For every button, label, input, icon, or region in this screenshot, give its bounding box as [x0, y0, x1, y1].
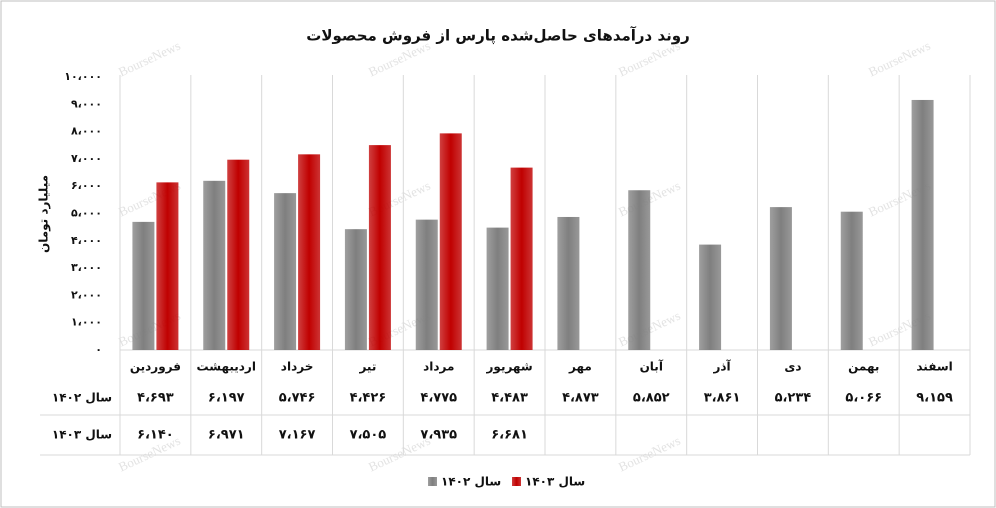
y-tick-label: ۶،۰۰۰: [71, 179, 102, 192]
table-value: ۵،۸۵۲: [633, 391, 670, 406]
table-value: ۵،۷۴۶: [279, 391, 316, 406]
legend-label: سال ۱۴۰۲: [441, 475, 501, 489]
bar: [203, 180, 226, 350]
bar: [911, 99, 934, 351]
legend-swatch: [512, 477, 521, 486]
y-tick-label: ۲،۰۰۰: [71, 288, 102, 301]
bar: [486, 227, 509, 350]
x-tick-label: آبان: [640, 359, 664, 374]
x-tick-label: آذر: [712, 359, 731, 374]
bar: [132, 221, 155, 350]
y-axis-label: میلیارد تومان: [37, 175, 52, 253]
table-value: ۴،۶۹۳: [137, 391, 174, 406]
table-value: ۶،۹۷۱: [208, 428, 245, 443]
legend-label: سال ۱۴۰۳: [525, 475, 585, 489]
x-tick-label: خرداد: [281, 360, 314, 374]
y-tick-label: ۱۰،۰۰۰: [64, 70, 102, 83]
y-tick-label: ۱،۰۰۰: [71, 316, 102, 329]
y-tick-label: ۵،۰۰۰: [71, 207, 102, 220]
table-value: ۵،۰۶۶: [845, 391, 882, 406]
legend-swatch: [428, 477, 437, 486]
bar: [274, 193, 297, 350]
table-value: ۹،۱۵۹: [916, 391, 953, 406]
bar: [769, 207, 792, 350]
table-value: ۶،۱۹۷: [208, 391, 245, 406]
table-value: ۴،۴۸۳: [491, 391, 528, 406]
x-tick-label: بهمن: [848, 360, 879, 374]
table-value: ۶،۱۴۰: [137, 428, 174, 443]
y-tick-label: ۰: [95, 343, 102, 356]
bar: [227, 159, 250, 350]
table-value: ۴،۷۷۵: [420, 391, 457, 406]
y-tick-label: ۴،۰۰۰: [71, 234, 102, 247]
bar: [439, 133, 462, 350]
x-tick-label: دی: [784, 360, 801, 374]
table-value: ۴،۴۲۶: [350, 391, 387, 406]
x-tick-label: شهریور: [486, 360, 533, 375]
table-value: ۷،۱۶۷: [279, 428, 316, 443]
table-value: ۴،۸۷۳: [562, 391, 599, 406]
y-tick-label: ۳،۰۰۰: [71, 261, 102, 274]
x-tick-label: اسفند: [916, 360, 952, 374]
table-row-label: سال ۱۴۰۲: [52, 391, 112, 405]
bar: [368, 145, 391, 350]
table-row-label: سال ۱۴۰۳: [52, 428, 112, 442]
x-tick-label: مرداد: [423, 360, 454, 374]
y-tick-label: ۸،۰۰۰: [71, 125, 102, 138]
bar: [628, 190, 651, 350]
table-value: ۷،۹۳۵: [420, 428, 457, 443]
bar: [510, 167, 533, 350]
table-value: ۶،۶۸۱: [491, 428, 528, 443]
bar: [699, 244, 722, 350]
x-tick-label: اردیبهشت: [197, 360, 256, 374]
y-tick-label: ۷،۰۰۰: [71, 152, 102, 165]
bar: [557, 216, 580, 350]
y-tick-label: ۹،۰۰۰: [71, 97, 102, 110]
x-tick-label: مهر: [568, 360, 592, 374]
x-tick-label: فروردین: [130, 360, 181, 375]
bar: [344, 229, 367, 350]
bar: [415, 219, 438, 350]
table-value: ۳،۸۶۱: [704, 391, 741, 406]
table-value: ۷،۵۰۵: [350, 428, 387, 443]
bar: [840, 211, 863, 350]
bar: [298, 154, 321, 350]
table-value: ۵،۲۳۴: [775, 391, 812, 406]
x-tick-label: تیر: [358, 360, 376, 374]
bar: [156, 182, 179, 350]
chart-title: روند درآمدهای حاصل‌شده پارس از فروش محصو…: [306, 27, 689, 46]
